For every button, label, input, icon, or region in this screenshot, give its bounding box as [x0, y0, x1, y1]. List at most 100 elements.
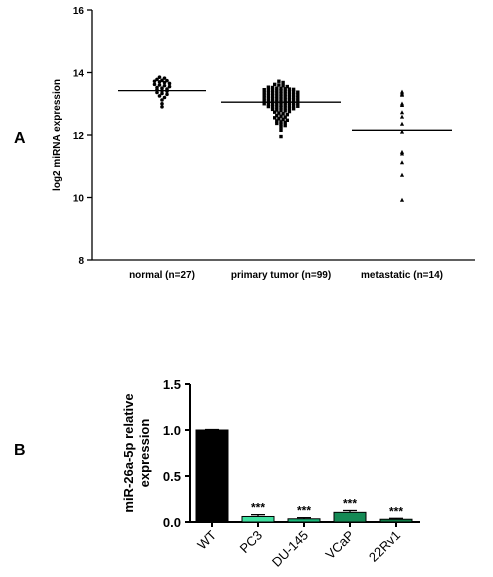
- chart-a-point: [275, 94, 279, 98]
- chart-a-point: [273, 82, 277, 87]
- chart-b-significance-label: ***: [251, 501, 265, 515]
- chart-a-point: [167, 81, 172, 86]
- chart-a-point: [266, 88, 271, 92]
- chart-a-point: [275, 105, 279, 109]
- chart-a-point: [160, 101, 164, 106]
- chart-a-point: [273, 110, 277, 114]
- chart-a-point: [270, 97, 275, 101]
- chart-a-point: [262, 93, 266, 98]
- chart-a-point: [266, 102, 271, 106]
- chart-a-point: [152, 82, 157, 87]
- chart-a-point: [266, 85, 271, 89]
- chart-a-point: [283, 123, 287, 128]
- chart-a-point: [399, 129, 405, 134]
- chart-b-x-tick-label: WT: [194, 527, 219, 552]
- chart-a-point: [266, 99, 271, 103]
- chart-b-significance-label: ***: [343, 497, 357, 511]
- chart-a-point: [262, 99, 266, 103]
- chart-a-point: [291, 101, 296, 105]
- chart-a-point: [160, 88, 164, 93]
- chart-a-point: [279, 122, 283, 127]
- chart-a-point: [279, 114, 283, 118]
- chart-a-point: [399, 121, 405, 126]
- chart-a-point: [155, 77, 159, 82]
- chart-a-point: [296, 98, 300, 103]
- chart-a-point: [296, 104, 300, 108]
- chart-a-x-tick-label: primary tumor (n=99): [231, 270, 331, 281]
- chart-b-bar-rect: [333, 511, 367, 523]
- chart-a-point: [279, 105, 283, 110]
- chart-a-point: [155, 87, 159, 92]
- chart-b-significance-label: ***: [297, 504, 311, 518]
- chart-a-point: [283, 115, 287, 119]
- chart-a-y-tick-label: 12: [73, 131, 85, 142]
- chart-b-bar-rect: [379, 518, 413, 523]
- chart-a-point: [296, 101, 300, 106]
- chart-a-point: [399, 151, 405, 156]
- chart-a-point: [275, 119, 279, 123]
- chart-a-point: [291, 104, 296, 108]
- chart-a-point: [262, 87, 266, 92]
- chart-a-point: [281, 80, 285, 85]
- chart-a-point: [283, 95, 287, 99]
- chart-a-point: [160, 86, 164, 90]
- chart-b-y-tick-label: 0.0: [163, 515, 181, 530]
- chart-a-x-tick-label: normal (n=27): [129, 270, 195, 281]
- chart-b-y-tick-label: 1.5: [163, 377, 181, 392]
- chart-a-point: [283, 120, 287, 125]
- chart-a-point: [266, 93, 271, 98]
- chart-a-point: [275, 86, 279, 90]
- chart-a-point: [167, 84, 172, 89]
- chart-a-y-tick-label: 10: [73, 194, 85, 205]
- chart-a-point: [165, 92, 169, 97]
- chart-a-point: [279, 97, 283, 102]
- chart-a-point: [279, 108, 283, 113]
- chart-a-point: [283, 87, 287, 91]
- chart-a-point: [275, 121, 279, 126]
- chart-a-point: [157, 75, 162, 79]
- chart-a-point: [275, 97, 279, 101]
- chart-a-point: [266, 91, 271, 95]
- chart-a-point: [279, 120, 283, 124]
- chart-a-point: [275, 91, 279, 96]
- chart-a-point: [287, 106, 292, 111]
- panel-a-label: A: [14, 130, 26, 147]
- chart-a-point: [270, 107, 275, 112]
- chart-a-point: [275, 108, 279, 112]
- chart-a-point: [283, 103, 287, 108]
- chart-a-point: [262, 102, 266, 106]
- chart-a-point: [160, 98, 164, 102]
- chart-a-point: [296, 90, 300, 94]
- chart-b-y-axis-title: miR-26a-5p relativeexpression: [121, 393, 152, 512]
- chart-a-point: [157, 83, 162, 87]
- chart-a-point: [262, 96, 266, 100]
- chart-a-point: [165, 78, 169, 83]
- chart-a-point: [279, 134, 283, 139]
- chart-a-point: [275, 113, 279, 118]
- chart-a-point: [281, 83, 285, 88]
- chart-a-point: [279, 103, 283, 107]
- chart-a-point: [283, 92, 287, 96]
- chart-a-point: [296, 93, 300, 97]
- chart-a-point: [277, 83, 281, 87]
- chart-a-point: [270, 88, 275, 93]
- chart-a-y-tick-label: 8: [78, 256, 84, 267]
- chart-a-point: [270, 99, 275, 104]
- chart-a-point: [275, 88, 279, 93]
- panel-b-label: B: [14, 442, 26, 459]
- chart-b-y-axis-title-line: expression: [137, 419, 152, 488]
- chart-a-point: [399, 197, 405, 202]
- chart-a-x-tick-label: metastatic (n=14): [361, 270, 443, 281]
- chart-a-point: [287, 98, 292, 102]
- chart-a-point: [283, 97, 287, 102]
- chart-a-y-tick-label: 14: [73, 69, 85, 80]
- chart-a-point: [270, 102, 275, 107]
- chart-a-point: [281, 112, 285, 116]
- chart-a-point: [399, 103, 405, 108]
- chart-a-point: [277, 111, 281, 115]
- chart-a-point: [275, 102, 279, 107]
- chart-a-point: [270, 105, 275, 109]
- chart-a-point: [279, 100, 283, 104]
- chart-a-point: [291, 98, 296, 103]
- chart-a-point: [285, 84, 289, 89]
